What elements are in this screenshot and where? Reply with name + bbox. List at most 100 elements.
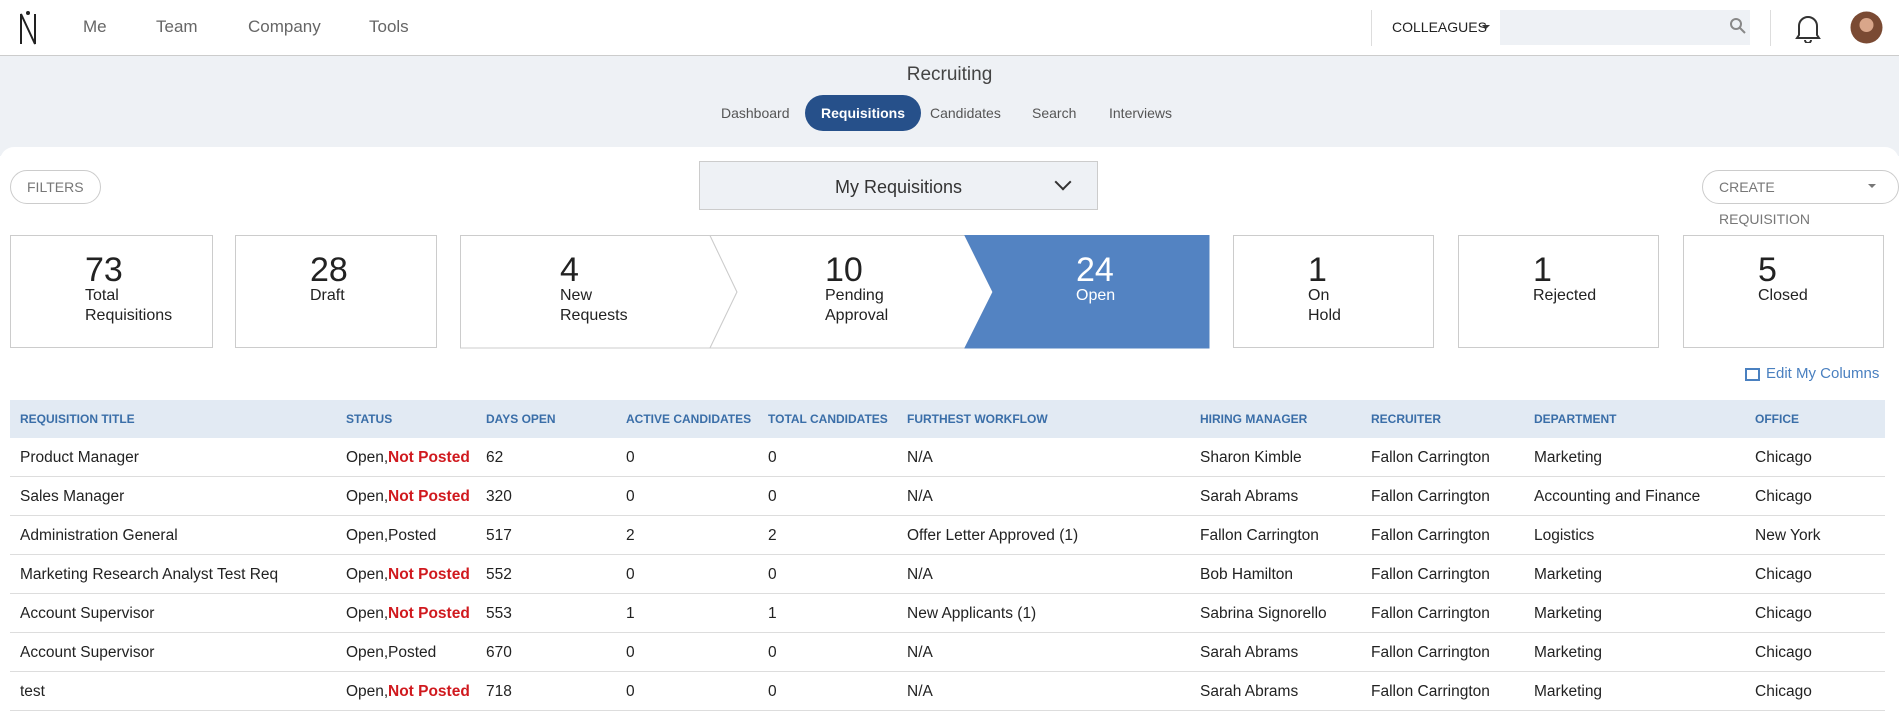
- cell: Sarah Abrams: [1200, 683, 1299, 700]
- status-posting: Posted: [388, 644, 437, 661]
- status-state: Open,: [346, 488, 389, 505]
- columns-icon[interactable]: [1745, 368, 1760, 381]
- tab[interactable]: Search: [1032, 105, 1077, 121]
- view-dropdown[interactable]: [699, 161, 1098, 210]
- cell: Marketing: [1534, 683, 1603, 700]
- cell: Chicago: [1755, 449, 1812, 466]
- row-border: [10, 710, 1885, 711]
- row-border: [10, 476, 1885, 477]
- cell: N/A: [907, 683, 933, 700]
- cell: Fallon Carrington: [1371, 566, 1490, 583]
- edit-columns[interactable]: Edit My Columns: [1766, 365, 1880, 382]
- nav-item[interactable]: Tools: [369, 17, 409, 36]
- cell: Sabrina Signorello: [1200, 605, 1327, 622]
- status-posting: Not Posted: [388, 683, 470, 700]
- cell: 718: [486, 683, 512, 700]
- cell: Product Manager: [20, 449, 139, 466]
- logo[interactable]: [18, 10, 38, 46]
- row-border: [10, 554, 1885, 555]
- stat-count: 10: [825, 251, 863, 289]
- cell: Chicago: [1755, 683, 1812, 700]
- filters-button[interactable]: FILTERS: [10, 170, 101, 204]
- section-band: [0, 56, 1899, 156]
- row-border: [10, 671, 1885, 672]
- avatar[interactable]: [1850, 11, 1883, 44]
- cell: New Applicants (1): [907, 605, 1037, 622]
- tab[interactable]: Dashboard: [721, 105, 790, 121]
- cell: 0: [626, 644, 635, 661]
- stat-count: 4: [560, 251, 579, 289]
- status-state: Open,: [346, 566, 389, 583]
- status-posting: Not Posted: [388, 605, 470, 622]
- column-header: TOTAL CANDIDATES: [768, 412, 888, 426]
- stat-chevron[interactable]: [964, 235, 1210, 349]
- status-posting: Not Posted: [388, 449, 470, 466]
- stat-box[interactable]: [1458, 235, 1659, 348]
- cell: 0: [768, 683, 777, 700]
- nav-item[interactable]: Me: [83, 17, 107, 36]
- column-header: STATUS: [346, 412, 393, 426]
- column-header: FURTHEST WORKFLOW: [907, 412, 1048, 426]
- pipeline: [460, 235, 1210, 349]
- cell: Marketing Research Analyst Test Req: [20, 566, 279, 583]
- nav-item[interactable]: Company: [248, 17, 321, 36]
- nav-item[interactable]: Team: [156, 17, 198, 36]
- stat-box[interactable]: [1233, 235, 1434, 348]
- cell: Fallon Carrington: [1371, 449, 1490, 466]
- cell: Fallon Carrington: [1371, 488, 1490, 505]
- cell: 670: [486, 644, 512, 661]
- cell: New York: [1755, 527, 1821, 544]
- divider: [1371, 10, 1372, 46]
- cell: 0: [626, 488, 635, 505]
- caret: [1868, 184, 1876, 192]
- tab[interactable]: Interviews: [1109, 105, 1173, 121]
- search-icon[interactable]: [1730, 18, 1746, 34]
- section-title: Recruiting: [906, 64, 993, 85]
- stat-count: 28: [310, 251, 348, 289]
- cell: N/A: [907, 644, 933, 661]
- stat-label: Total Requisitions: [85, 287, 173, 324]
- column-header: OFFICE: [1755, 412, 1799, 426]
- cell: test: [20, 683, 45, 700]
- divider: [1770, 10, 1771, 46]
- column-header: REQUISITION TITLE: [20, 412, 135, 426]
- cell: Chicago: [1755, 644, 1812, 661]
- cell: N/A: [907, 566, 933, 583]
- cell: Account Supervisor: [20, 605, 155, 622]
- table-header-bg: [10, 400, 1885, 438]
- stat-box[interactable]: [1683, 235, 1884, 348]
- status-state: Open,: [346, 527, 389, 544]
- cell: N/A: [907, 449, 933, 466]
- cell: 0: [626, 566, 635, 583]
- stat-label: Draft: [310, 287, 345, 304]
- stat-box[interactable]: [235, 235, 437, 348]
- cell: N/A: [907, 488, 933, 505]
- tab[interactable]: Requisitions: [805, 95, 922, 131]
- bell-icon[interactable]: [1795, 13, 1821, 43]
- stat-box[interactable]: [10, 235, 213, 348]
- search-box[interactable]: [1500, 10, 1750, 45]
- cell: 320: [486, 488, 512, 505]
- cell: Marketing: [1534, 449, 1603, 466]
- cell: 553: [486, 605, 512, 622]
- cell: 0: [626, 449, 635, 466]
- cell: 1: [626, 605, 635, 622]
- cell: 0: [768, 566, 777, 583]
- row-border: [10, 515, 1885, 516]
- stat-label: Open: [1076, 287, 1116, 304]
- stat-label: Pending Approval: [825, 287, 889, 324]
- tab[interactable]: Candidates: [930, 105, 1001, 121]
- cell: 552: [486, 566, 512, 583]
- view-label: My Requisitions: [834, 177, 963, 197]
- stat-label: Rejected: [1533, 287, 1597, 304]
- cell: Fallon Carrington: [1371, 683, 1490, 700]
- cell: 517: [486, 527, 512, 544]
- create-button[interactable]: CREATE REQUISITION: [1702, 170, 1899, 227]
- cell: 2: [768, 527, 777, 544]
- colleagues-menu[interactable]: COLLEAGUES: [1392, 19, 1487, 35]
- stat-count: 1: [1533, 251, 1552, 289]
- status-posting: Not Posted: [388, 566, 470, 583]
- cell: Sarah Abrams: [1200, 488, 1299, 505]
- stat-count: 73: [85, 251, 123, 289]
- status-posting: Posted: [388, 527, 437, 544]
